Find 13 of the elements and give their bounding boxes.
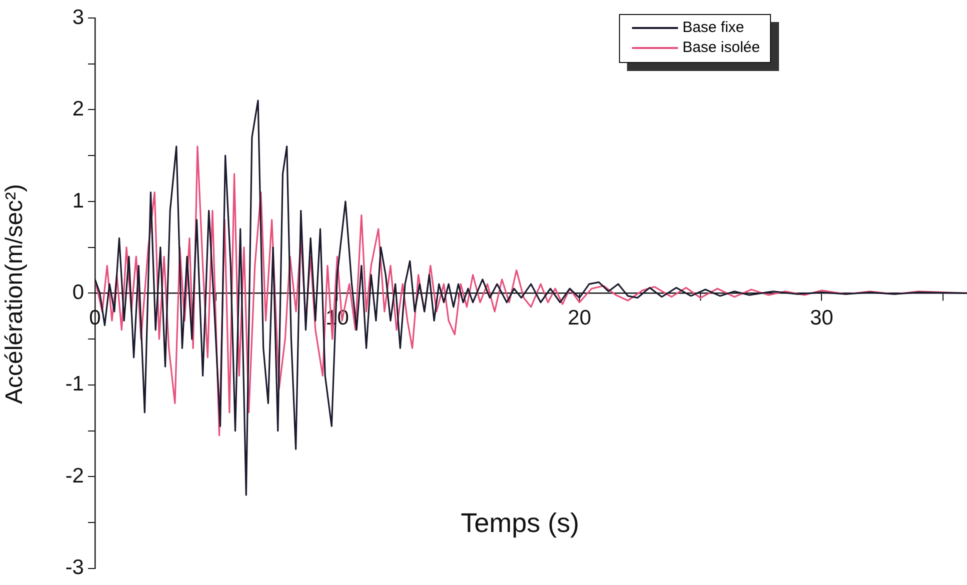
y-tick-label: -3 bbox=[65, 556, 84, 580]
y-tick-label: 2 bbox=[72, 98, 84, 121]
y-tick-label: -1 bbox=[65, 372, 84, 396]
legend-label: Base fixe bbox=[682, 18, 744, 38]
x-tick-label: 20 bbox=[568, 306, 592, 330]
x-tick-label: 30 bbox=[810, 306, 834, 330]
x-axis-title: Temps (s) bbox=[460, 508, 580, 539]
legend-label: Base isolée bbox=[682, 38, 760, 58]
y-axis-title: Accélération(m/sec²) bbox=[1, 182, 29, 406]
y-tick-label: 1 bbox=[72, 189, 84, 212]
y-tick-label: -2 bbox=[65, 464, 84, 488]
y-tick-label: 0 bbox=[72, 280, 84, 304]
y-tick-label: 3 bbox=[72, 6, 84, 29]
